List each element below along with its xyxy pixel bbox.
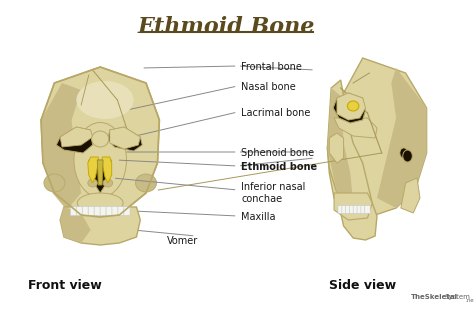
FancyBboxPatch shape [365, 206, 370, 213]
Text: Maxilla: Maxilla [241, 212, 276, 222]
FancyBboxPatch shape [71, 207, 77, 216]
Text: Sphenoid bone: Sphenoid bone [241, 148, 315, 158]
Text: Ethmoid Bone: Ethmoid Bone [137, 16, 315, 38]
FancyBboxPatch shape [124, 207, 130, 216]
Ellipse shape [136, 174, 156, 192]
Polygon shape [108, 127, 142, 151]
FancyBboxPatch shape [118, 207, 124, 216]
Ellipse shape [91, 131, 109, 147]
Text: System: System [445, 294, 471, 300]
FancyBboxPatch shape [88, 207, 94, 216]
Ellipse shape [347, 101, 359, 111]
Polygon shape [328, 58, 427, 216]
FancyBboxPatch shape [349, 206, 355, 213]
Polygon shape [89, 160, 112, 193]
Polygon shape [337, 93, 365, 120]
Text: Vomer: Vomer [167, 236, 198, 246]
FancyBboxPatch shape [112, 207, 118, 216]
Polygon shape [110, 127, 140, 149]
Polygon shape [401, 178, 420, 213]
Polygon shape [329, 133, 344, 163]
FancyBboxPatch shape [361, 206, 366, 213]
Text: TheSkeletal: TheSkeletal [410, 294, 457, 300]
Polygon shape [328, 88, 353, 213]
Polygon shape [60, 207, 91, 243]
Polygon shape [328, 80, 375, 233]
Polygon shape [60, 207, 140, 245]
Ellipse shape [88, 179, 97, 187]
Ellipse shape [400, 148, 408, 158]
Polygon shape [333, 93, 365, 123]
Polygon shape [56, 127, 92, 153]
Polygon shape [41, 67, 159, 217]
Polygon shape [41, 83, 81, 210]
Ellipse shape [74, 123, 127, 197]
FancyBboxPatch shape [94, 207, 100, 216]
Text: Inferior nasal
conchae: Inferior nasal conchae [241, 182, 306, 204]
Ellipse shape [77, 193, 123, 213]
Polygon shape [334, 118, 377, 138]
FancyBboxPatch shape [76, 207, 82, 216]
FancyBboxPatch shape [82, 207, 89, 216]
Polygon shape [102, 157, 112, 183]
FancyBboxPatch shape [100, 207, 106, 216]
FancyBboxPatch shape [346, 206, 351, 213]
Text: Ethmoid bone: Ethmoid bone [241, 162, 318, 172]
FancyBboxPatch shape [357, 206, 363, 213]
Polygon shape [97, 160, 103, 185]
Text: Nasal bone: Nasal bone [241, 82, 296, 92]
Polygon shape [377, 68, 427, 208]
Ellipse shape [76, 81, 134, 119]
FancyBboxPatch shape [338, 206, 344, 213]
Text: Lacrimal bone: Lacrimal bone [241, 108, 311, 118]
Text: Frontal bone: Frontal bone [241, 62, 302, 72]
FancyBboxPatch shape [342, 206, 347, 213]
Ellipse shape [403, 150, 412, 162]
FancyBboxPatch shape [106, 207, 112, 216]
Text: Side view: Side view [329, 279, 396, 292]
FancyBboxPatch shape [353, 206, 359, 213]
Polygon shape [334, 193, 372, 220]
Text: Front view: Front view [28, 279, 102, 292]
Text: .net: .net [466, 298, 474, 303]
Polygon shape [60, 127, 92, 147]
Polygon shape [341, 203, 377, 240]
Ellipse shape [44, 174, 65, 192]
Polygon shape [88, 157, 98, 183]
Ellipse shape [103, 179, 113, 187]
